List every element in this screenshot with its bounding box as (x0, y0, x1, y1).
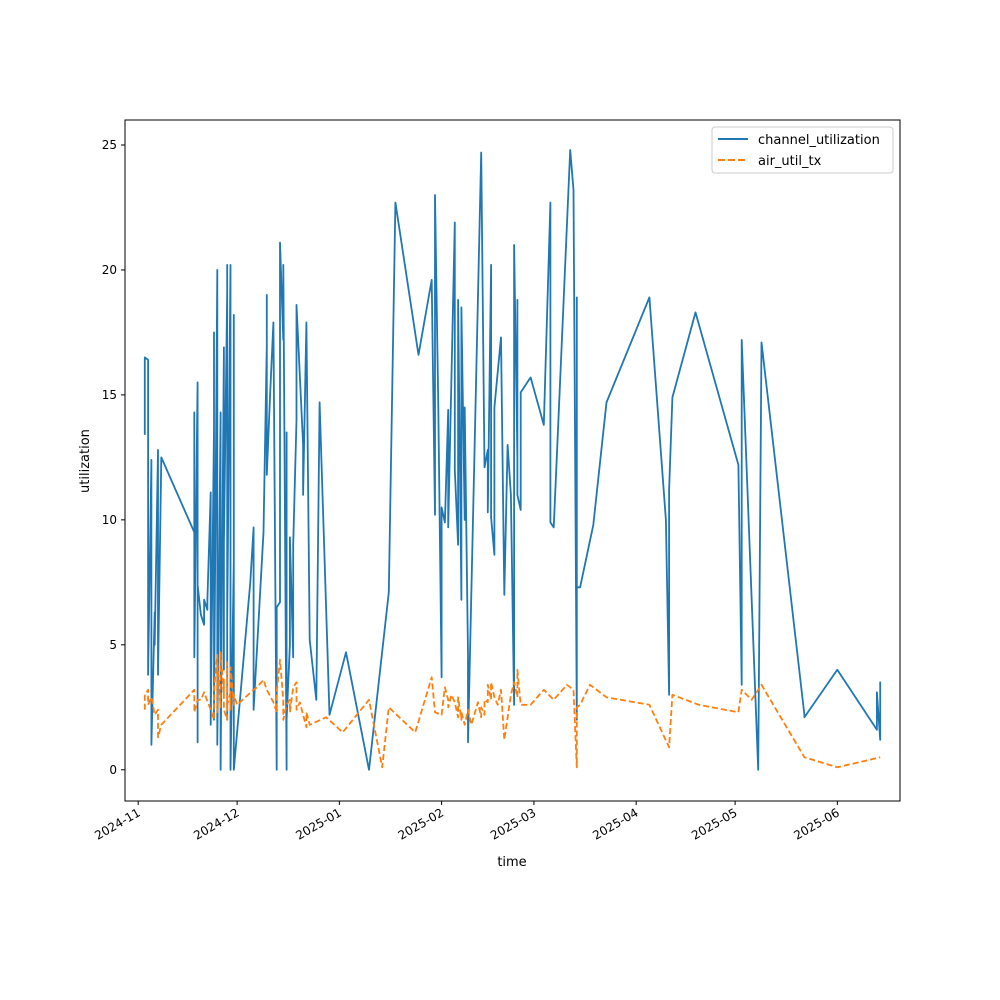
x-axis-label: time (497, 855, 526, 870)
y-tick-label: 25 (102, 138, 117, 152)
legend-box (711, 126, 894, 174)
y-tick-label: 5 (109, 638, 117, 652)
y-tick-label: 0 (109, 763, 117, 777)
legend-label-channel-utilization: channel_utilization (758, 133, 880, 148)
series-line-air-util-tx (143, 651, 881, 769)
y-tick-label: 10 (102, 513, 117, 527)
y-axis: 0 5 10 15 20 25 (102, 138, 125, 777)
y-tick-label: 20 (102, 263, 117, 277)
series-line-channel-utilization (143, 149, 882, 771)
y-axis-label: utilization (78, 429, 93, 493)
plot-frame (124, 119, 901, 802)
series-layer (143, 149, 882, 771)
legend-label-air-util-tx: air_util_tx (758, 154, 822, 169)
legend: channel_utilization air_util_tx (711, 126, 894, 174)
y-tick-label: 15 (102, 388, 117, 402)
